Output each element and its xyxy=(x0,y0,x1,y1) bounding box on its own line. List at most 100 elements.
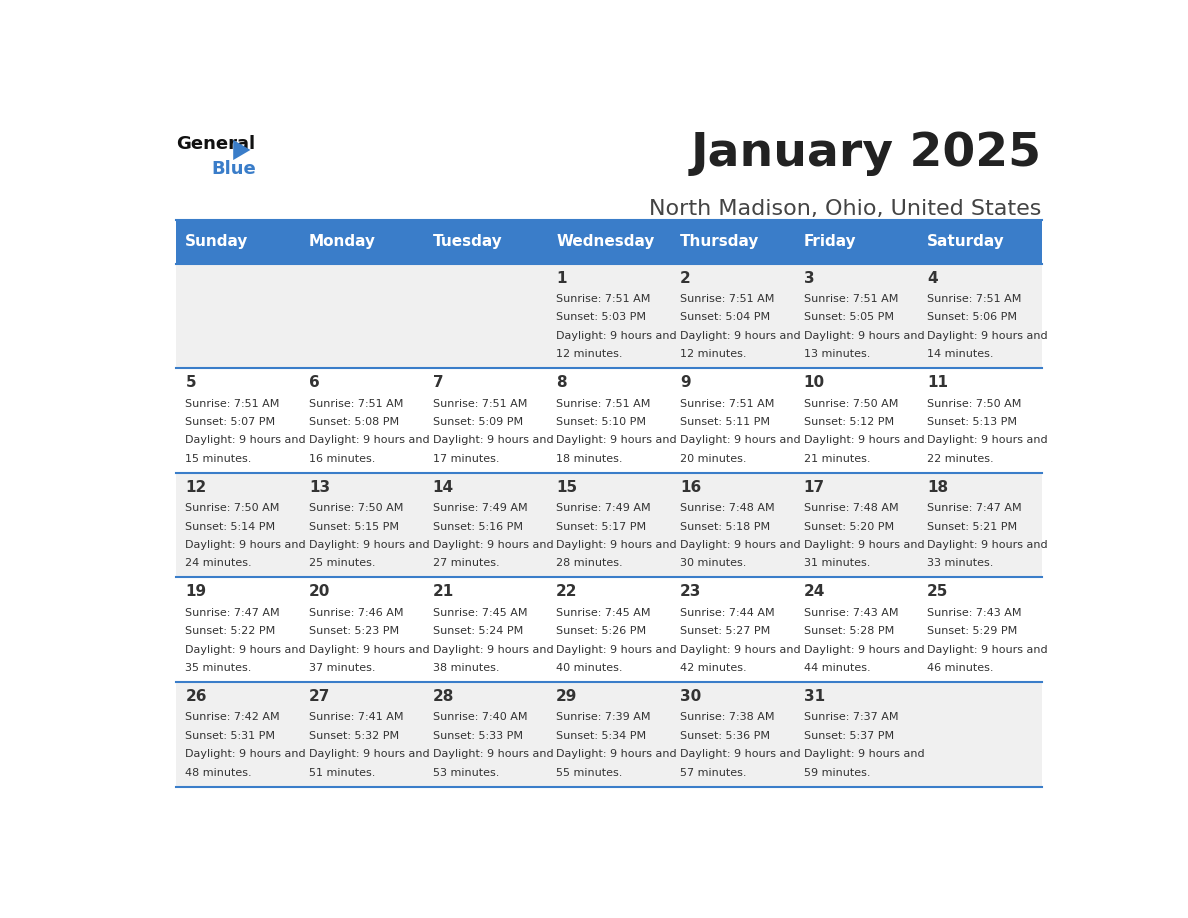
Text: Sunset: 5:12 PM: Sunset: 5:12 PM xyxy=(803,417,893,427)
Bar xyxy=(546,577,671,682)
Text: Sunset: 5:28 PM: Sunset: 5:28 PM xyxy=(803,626,893,636)
Text: 14 minutes.: 14 minutes. xyxy=(927,349,993,359)
Text: 31: 31 xyxy=(803,689,824,704)
Bar xyxy=(671,219,795,263)
Text: Daylight: 9 hours and: Daylight: 9 hours and xyxy=(185,644,307,655)
Text: Sunrise: 7:48 AM: Sunrise: 7:48 AM xyxy=(803,503,898,513)
Text: Sunrise: 7:50 AM: Sunrise: 7:50 AM xyxy=(803,398,898,409)
Text: Sunset: 5:03 PM: Sunset: 5:03 PM xyxy=(556,312,646,322)
Bar xyxy=(918,368,1042,473)
Text: 21 minutes.: 21 minutes. xyxy=(803,453,870,464)
Text: Sunrise: 7:47 AM: Sunrise: 7:47 AM xyxy=(185,608,280,618)
Text: 23: 23 xyxy=(680,585,701,599)
Text: 12 minutes.: 12 minutes. xyxy=(680,349,746,359)
Bar xyxy=(795,577,918,682)
Bar xyxy=(918,219,1042,263)
Text: 3: 3 xyxy=(803,271,814,285)
Bar xyxy=(795,219,918,263)
Text: 59 minutes.: 59 minutes. xyxy=(803,767,870,778)
Text: Sunrise: 7:42 AM: Sunrise: 7:42 AM xyxy=(185,712,280,722)
Text: Sunset: 5:33 PM: Sunset: 5:33 PM xyxy=(432,731,523,741)
Bar xyxy=(176,577,299,682)
Text: 30 minutes.: 30 minutes. xyxy=(680,558,746,568)
Text: 7: 7 xyxy=(432,375,443,390)
Text: Daylight: 9 hours and: Daylight: 9 hours and xyxy=(803,540,924,550)
Text: 11: 11 xyxy=(927,375,948,390)
Text: Sunset: 5:05 PM: Sunset: 5:05 PM xyxy=(803,312,893,322)
Text: Sunset: 5:06 PM: Sunset: 5:06 PM xyxy=(927,312,1017,322)
Text: Daylight: 9 hours and: Daylight: 9 hours and xyxy=(185,540,307,550)
Text: 15: 15 xyxy=(556,480,577,495)
Text: 29: 29 xyxy=(556,689,577,704)
Text: Sunrise: 7:51 AM: Sunrise: 7:51 AM xyxy=(185,398,279,409)
Text: Sunset: 5:04 PM: Sunset: 5:04 PM xyxy=(680,312,770,322)
Text: 16: 16 xyxy=(680,480,701,495)
Bar xyxy=(176,368,299,473)
Text: Sunrise: 7:51 AM: Sunrise: 7:51 AM xyxy=(556,294,651,304)
Text: Sunrise: 7:51 AM: Sunrise: 7:51 AM xyxy=(680,398,775,409)
Text: Daylight: 9 hours and: Daylight: 9 hours and xyxy=(556,330,677,341)
Bar xyxy=(671,577,795,682)
Text: Sunrise: 7:44 AM: Sunrise: 7:44 AM xyxy=(680,608,775,618)
Text: 51 minutes.: 51 minutes. xyxy=(309,767,375,778)
Text: Sunrise: 7:38 AM: Sunrise: 7:38 AM xyxy=(680,712,775,722)
Bar xyxy=(176,473,299,577)
Text: Sunrise: 7:50 AM: Sunrise: 7:50 AM xyxy=(309,503,404,513)
Text: Sunrise: 7:41 AM: Sunrise: 7:41 AM xyxy=(309,712,404,722)
Text: 28: 28 xyxy=(432,689,454,704)
Text: 20 minutes.: 20 minutes. xyxy=(680,453,746,464)
Text: 22: 22 xyxy=(556,585,577,599)
Text: 6: 6 xyxy=(309,375,320,390)
Text: 27 minutes.: 27 minutes. xyxy=(432,558,499,568)
Bar xyxy=(423,219,546,263)
Text: Daylight: 9 hours and: Daylight: 9 hours and xyxy=(432,435,554,445)
Text: 13 minutes.: 13 minutes. xyxy=(803,349,870,359)
Text: Sunrise: 7:49 AM: Sunrise: 7:49 AM xyxy=(556,503,651,513)
Text: Sunset: 5:36 PM: Sunset: 5:36 PM xyxy=(680,731,770,741)
Text: Sunday: Sunday xyxy=(185,234,248,249)
Text: Daylight: 9 hours and: Daylight: 9 hours and xyxy=(556,644,677,655)
Text: Sunrise: 7:50 AM: Sunrise: 7:50 AM xyxy=(927,398,1022,409)
Text: 16 minutes.: 16 minutes. xyxy=(309,453,375,464)
Bar xyxy=(299,473,423,577)
Bar xyxy=(546,368,671,473)
Text: Daylight: 9 hours and: Daylight: 9 hours and xyxy=(556,540,677,550)
Text: Daylight: 9 hours and: Daylight: 9 hours and xyxy=(432,644,554,655)
Text: 57 minutes.: 57 minutes. xyxy=(680,767,746,778)
Text: Sunset: 5:26 PM: Sunset: 5:26 PM xyxy=(556,626,646,636)
Text: 35 minutes.: 35 minutes. xyxy=(185,663,252,673)
Bar xyxy=(299,368,423,473)
Text: January 2025: January 2025 xyxy=(690,131,1042,176)
Text: 17 minutes.: 17 minutes. xyxy=(432,453,499,464)
Text: 44 minutes.: 44 minutes. xyxy=(803,663,870,673)
Text: Sunset: 5:08 PM: Sunset: 5:08 PM xyxy=(309,417,399,427)
Text: Sunrise: 7:39 AM: Sunrise: 7:39 AM xyxy=(556,712,651,722)
Text: Sunset: 5:22 PM: Sunset: 5:22 PM xyxy=(185,626,276,636)
Text: Sunset: 5:10 PM: Sunset: 5:10 PM xyxy=(556,417,646,427)
Text: Daylight: 9 hours and: Daylight: 9 hours and xyxy=(309,540,430,550)
Text: Sunrise: 7:43 AM: Sunrise: 7:43 AM xyxy=(803,608,898,618)
Text: 10: 10 xyxy=(803,375,824,390)
Text: Daylight: 9 hours and: Daylight: 9 hours and xyxy=(680,330,801,341)
Text: 28 minutes.: 28 minutes. xyxy=(556,558,623,568)
Text: Sunrise: 7:43 AM: Sunrise: 7:43 AM xyxy=(927,608,1022,618)
Text: 19: 19 xyxy=(185,585,207,599)
Text: 15 minutes.: 15 minutes. xyxy=(185,453,252,464)
Text: 53 minutes.: 53 minutes. xyxy=(432,767,499,778)
Text: Sunrise: 7:51 AM: Sunrise: 7:51 AM xyxy=(803,294,898,304)
Text: Sunset: 5:24 PM: Sunset: 5:24 PM xyxy=(432,626,523,636)
Bar xyxy=(546,219,671,263)
Text: Sunset: 5:15 PM: Sunset: 5:15 PM xyxy=(309,521,399,532)
Text: Sunset: 5:13 PM: Sunset: 5:13 PM xyxy=(927,417,1017,427)
Bar xyxy=(795,263,918,368)
Text: 13: 13 xyxy=(309,480,330,495)
Text: 5: 5 xyxy=(185,375,196,390)
Text: Daylight: 9 hours and: Daylight: 9 hours and xyxy=(927,330,1048,341)
Bar xyxy=(918,577,1042,682)
Bar xyxy=(671,263,795,368)
Text: 30: 30 xyxy=(680,689,701,704)
Text: Daylight: 9 hours and: Daylight: 9 hours and xyxy=(803,330,924,341)
Text: 25: 25 xyxy=(927,585,948,599)
Text: Sunrise: 7:45 AM: Sunrise: 7:45 AM xyxy=(432,608,527,618)
Text: Sunset: 5:37 PM: Sunset: 5:37 PM xyxy=(803,731,893,741)
